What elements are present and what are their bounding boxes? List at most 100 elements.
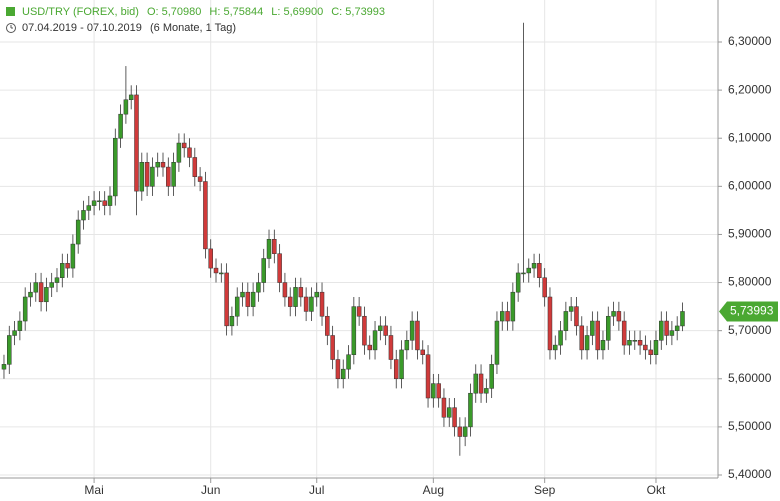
candle-body xyxy=(155,162,160,168)
candle-body xyxy=(75,219,81,245)
candle-body xyxy=(70,243,76,269)
candle-body xyxy=(420,349,425,355)
candle-body xyxy=(282,282,288,298)
y-tick-label: 6,20000 xyxy=(728,82,772,96)
candle-body xyxy=(160,162,166,168)
candle-body xyxy=(553,344,558,351)
candle-body xyxy=(537,263,542,278)
candle-body xyxy=(574,306,579,327)
candle-body xyxy=(245,291,251,307)
candle-body xyxy=(600,340,606,351)
candle-body xyxy=(335,359,341,380)
x-tick-label: Jun xyxy=(201,483,220,497)
x-tick-label: Mai xyxy=(84,483,103,497)
y-tick-label: 5,90000 xyxy=(728,227,772,241)
candle-body xyxy=(484,388,489,394)
candle-body xyxy=(181,142,187,149)
candle-body xyxy=(250,291,256,307)
candle-body xyxy=(293,287,298,307)
candle-body xyxy=(340,368,346,380)
candle-body xyxy=(28,291,33,298)
candle-body xyxy=(256,282,261,293)
header-item: USD/TRY (FOREX, bid) xyxy=(22,6,139,18)
candle-body xyxy=(643,344,648,351)
candle-body xyxy=(637,340,643,346)
candle-body xyxy=(425,354,431,399)
candle-body xyxy=(590,320,595,336)
candle-body xyxy=(22,296,28,322)
candle-body xyxy=(97,200,102,203)
candle-body xyxy=(632,340,638,342)
candle-body xyxy=(584,335,590,351)
candle-body xyxy=(595,320,600,351)
y-tick-label: 5,70000 xyxy=(728,323,772,337)
candle-body xyxy=(616,311,622,322)
candle-body xyxy=(505,311,510,322)
candle-body xyxy=(54,277,60,283)
header-line: USD/TRY (FOREX, bid) O: 5,70980 H: 5,75844… xyxy=(22,6,385,18)
candle-body xyxy=(558,330,563,346)
candle-body xyxy=(113,137,118,197)
candle-body xyxy=(187,147,192,158)
candle-body xyxy=(229,315,235,327)
candle-body xyxy=(351,306,357,355)
candle-body xyxy=(664,320,669,336)
candle-body xyxy=(446,407,452,418)
candle-body xyxy=(468,392,473,428)
candle-body xyxy=(563,311,569,331)
candle-body xyxy=(367,344,372,351)
candle-body xyxy=(314,291,319,298)
candle-body xyxy=(378,325,383,331)
candle-body xyxy=(510,291,516,322)
candle-body xyxy=(674,325,680,331)
candle-body xyxy=(44,287,49,303)
candle-body xyxy=(680,311,685,327)
y-tick-label: 6,00000 xyxy=(728,179,772,193)
candle-body xyxy=(653,340,659,355)
candle-body xyxy=(197,176,203,182)
candle-body xyxy=(81,210,86,221)
candle-body xyxy=(521,272,526,275)
candle-body xyxy=(192,157,198,177)
candle-body xyxy=(224,272,229,327)
candle-body xyxy=(176,142,182,163)
candle-body xyxy=(303,296,309,312)
candle-body xyxy=(38,282,44,303)
candles xyxy=(1,22,685,456)
candle-body xyxy=(362,315,367,346)
candle-body xyxy=(298,287,304,298)
candle-body xyxy=(611,311,616,317)
candle-body xyxy=(542,277,547,298)
candle-body xyxy=(404,340,410,351)
candle-body xyxy=(325,315,330,336)
candle-body xyxy=(91,200,97,206)
header-item: C: 5,73993 xyxy=(331,6,385,18)
candle-body xyxy=(144,162,150,187)
candle-body xyxy=(49,282,54,288)
candle-body xyxy=(659,320,664,341)
candle-body xyxy=(627,340,632,346)
candle-body xyxy=(346,354,351,370)
candle-body xyxy=(86,205,92,211)
candle-body xyxy=(266,239,272,259)
candle-body xyxy=(457,426,463,437)
candle-body xyxy=(356,306,362,317)
candle-body xyxy=(547,296,553,351)
candle-body xyxy=(478,373,484,394)
candle-body xyxy=(171,162,176,187)
candle-body xyxy=(409,320,415,341)
candle-body xyxy=(102,200,107,206)
candle-body xyxy=(12,330,17,336)
candle-body xyxy=(33,282,39,293)
y-tick-label: 5,80000 xyxy=(728,275,772,289)
x-tick-label: Sep xyxy=(534,483,556,497)
candle-body xyxy=(240,291,245,298)
candle-body xyxy=(500,311,505,322)
candle-body xyxy=(393,359,399,380)
candle-body xyxy=(462,426,468,437)
x-tick-label: Aug xyxy=(423,483,444,497)
candle-body xyxy=(399,349,404,380)
candle-body xyxy=(277,253,282,283)
candle-body xyxy=(128,94,134,100)
candle-body xyxy=(515,272,521,293)
